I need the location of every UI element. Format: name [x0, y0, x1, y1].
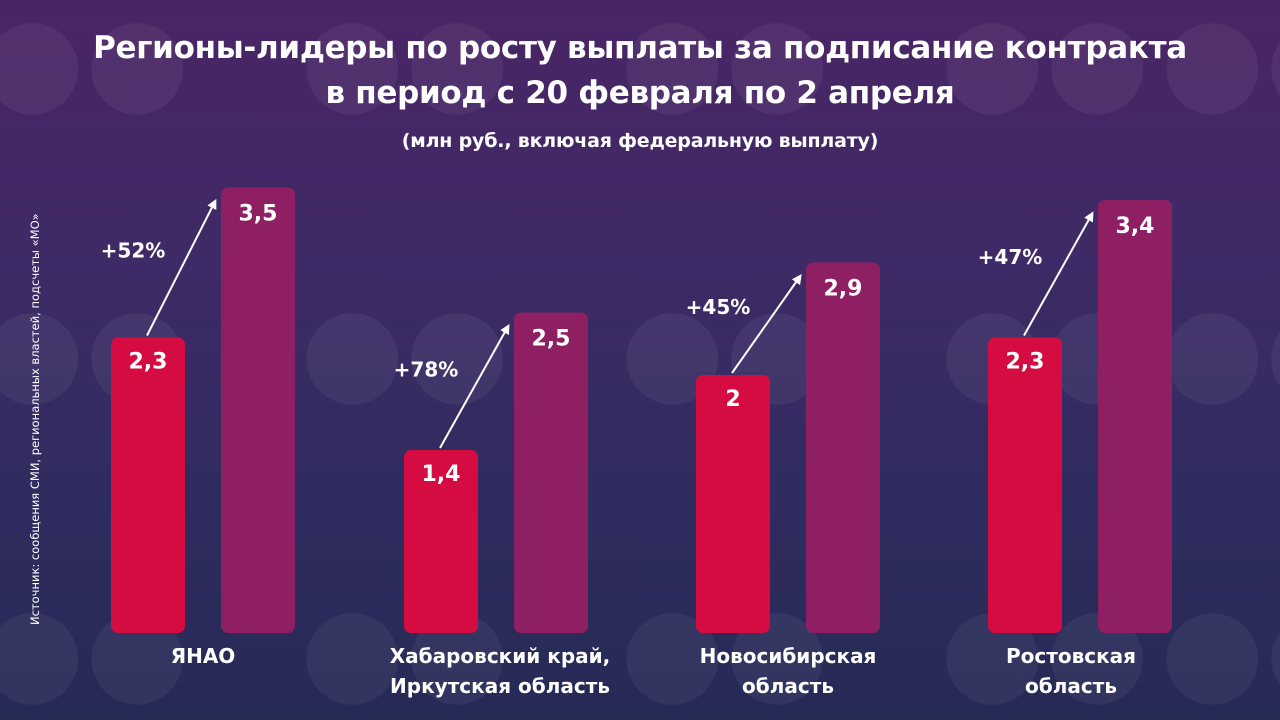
growth-percent-label: +47%	[978, 245, 1043, 269]
category-label: Хабаровский край,	[390, 644, 611, 668]
watermark-logo: ●●	[0, 0, 189, 129]
growth-percent-label: +78%	[394, 357, 459, 381]
bar-after-value-label: 2,9	[824, 277, 863, 302]
watermark-logo: ●●	[620, 0, 829, 129]
category-label: Новосибирская	[700, 644, 877, 668]
category-label: Иркутская область	[390, 674, 610, 698]
bar-after	[806, 262, 880, 633]
growth-arrow	[146, 198, 217, 336]
watermark-logo: ●●	[1160, 580, 1280, 719]
growth-percent-label: +45%	[686, 295, 751, 319]
chart-title-line-2: в период с 20 февраля по 2 апреля	[325, 75, 955, 111]
watermark-logo: ●●	[300, 0, 509, 129]
category-label: область	[742, 674, 834, 698]
bar-before-value-label: 2	[725, 387, 740, 412]
watermark-logo: ●●	[1160, 0, 1280, 129]
category-label: ЯНАО	[171, 644, 236, 668]
chart-title-line-1: Регионы-лидеры по росту выплаты за подпи…	[93, 30, 1187, 66]
growth-percent-label: +52%	[101, 239, 166, 263]
bar-after-value-label: 3,5	[239, 202, 278, 227]
watermark-logo: ●●	[1160, 280, 1280, 419]
category-label: Ростовская	[1006, 644, 1136, 668]
bar-after	[1098, 200, 1172, 633]
category-label: область	[1025, 674, 1117, 698]
growth-arrow	[439, 323, 510, 449]
bar-before	[696, 375, 770, 633]
growth-arrow	[731, 274, 802, 374]
bar-after-value-label: 2,5	[532, 327, 571, 352]
bar-before	[111, 337, 185, 633]
bar-before-value-label: 1,4	[422, 462, 461, 487]
bar-before	[404, 450, 478, 633]
watermark-logo: ●●	[300, 280, 509, 419]
bar-before-value-label: 2,3	[129, 350, 168, 375]
watermark-logo: ●●	[940, 0, 1149, 129]
bar-after	[221, 187, 295, 633]
bar-after-value-label: 3,4	[1116, 214, 1155, 239]
growth-arrow	[1023, 211, 1094, 336]
chart-subtitle: (млн руб., включая федеральную выплату)	[401, 130, 879, 152]
bar-before	[988, 337, 1062, 633]
bar-before-value-label: 2,3	[1006, 350, 1045, 375]
chart-title: Регионы-лидеры по росту выплаты за подпи…	[40, 26, 1240, 116]
bar-after	[514, 312, 588, 633]
bars-layer: 2,3 3,5 +52% ЯНАО 1,4 2,5 +78% Хабаровский край…	[101, 187, 1172, 698]
